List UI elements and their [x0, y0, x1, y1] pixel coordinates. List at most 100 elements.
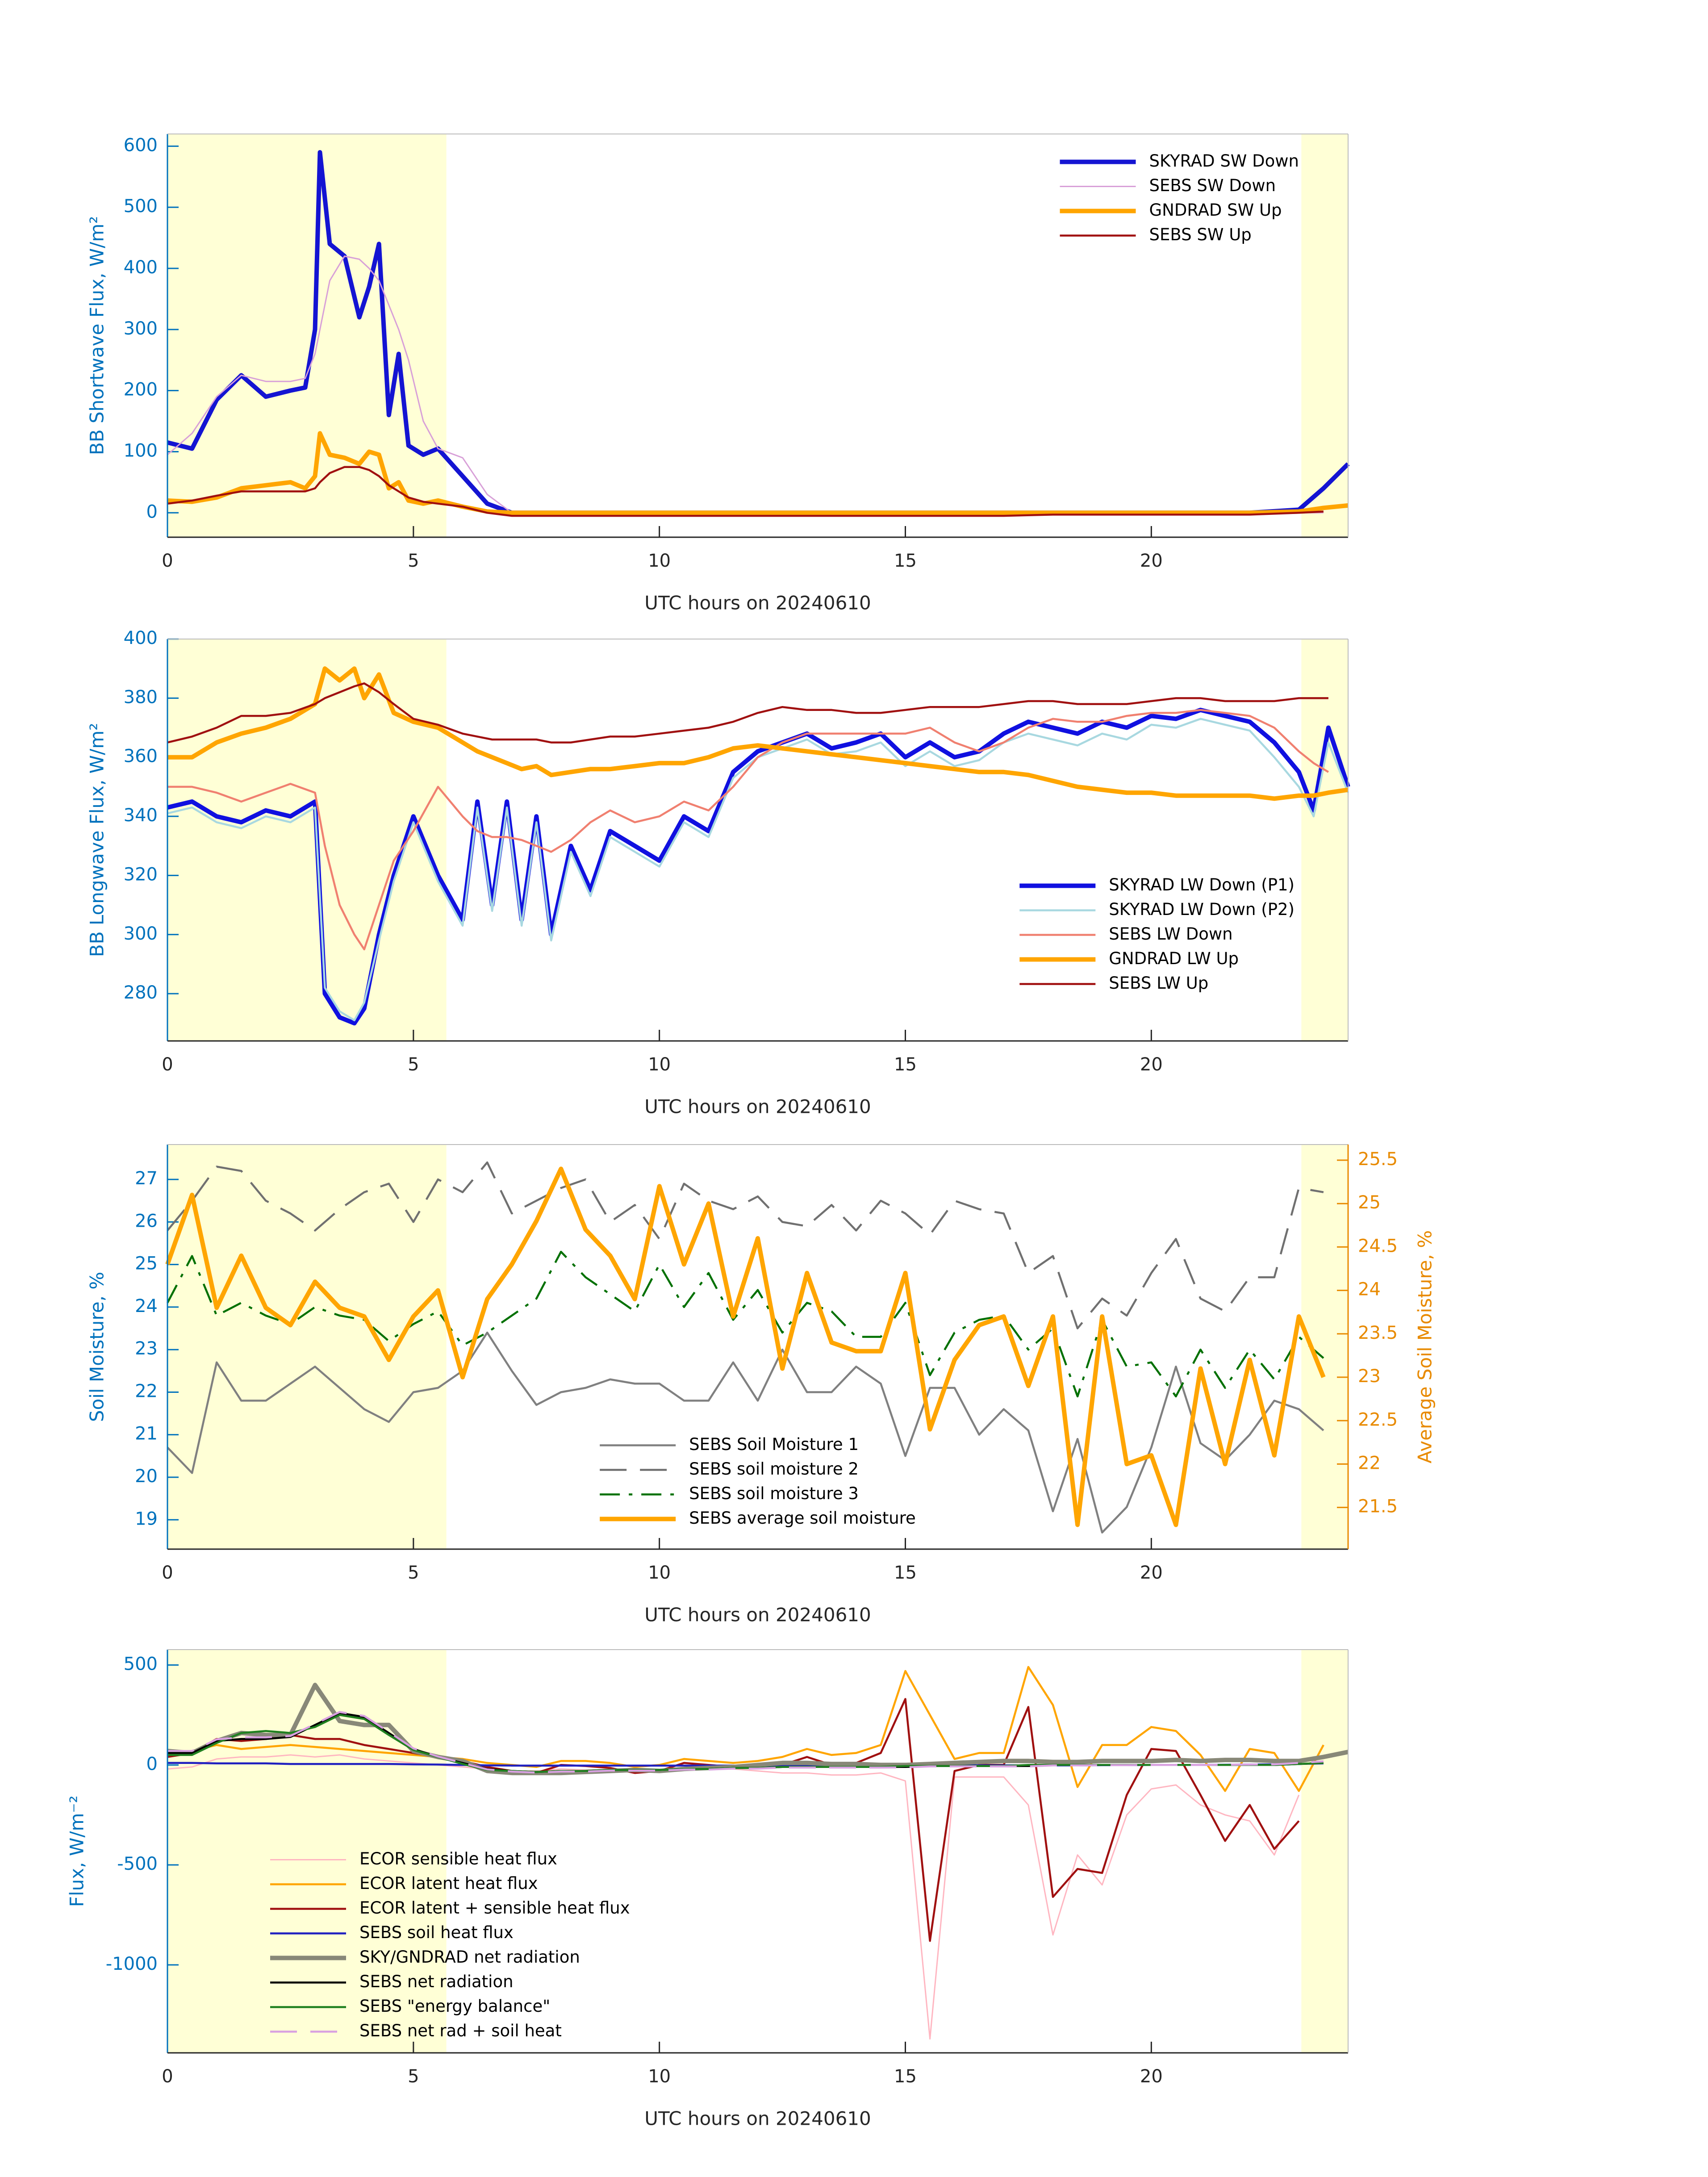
- series-line: [167, 718, 1349, 1021]
- x-tick-label: 20: [1140, 1563, 1163, 1583]
- night-shading: [167, 134, 447, 537]
- y2-tick-label: 22: [1358, 1453, 1381, 1473]
- series-line: [167, 1711, 1324, 1774]
- legend-label: SKYRAD SW Down: [1149, 151, 1299, 171]
- x-tick-label: 0: [162, 551, 173, 571]
- y-axis-label: BB Shortwave Flux, W/m²: [86, 216, 108, 455]
- y2-tick-label: 23.5: [1358, 1323, 1398, 1343]
- legend: SKYRAD SW Down SEBS SW Down GNDRAD SW Up SE…: [1060, 151, 1299, 244]
- x-tick-label: 15: [894, 1054, 917, 1075]
- legend-label: ECOR sensible heat flux: [359, 1849, 557, 1868]
- x-tick-label: 5: [408, 2066, 419, 2087]
- legend-label: SEBS net rad + soil heat: [359, 2021, 562, 2040]
- y-tick-label: -1000: [106, 1954, 158, 1974]
- y-axis-label: Soil Moisture, %: [86, 1272, 108, 1422]
- x-tick-label: 5: [408, 1054, 419, 1075]
- x-tick-label: 0: [162, 1563, 173, 1583]
- legend-label: SEBS net radiation: [359, 1972, 514, 1991]
- x-tick-label: 10: [648, 551, 671, 571]
- y2-axis-label: Average Soil Moisture, %: [1414, 1230, 1436, 1463]
- series-line: [167, 466, 1324, 517]
- x-tick-label: 0: [162, 1054, 173, 1075]
- x-axis-label: UTC hours on 20240610: [644, 1096, 871, 1118]
- y2-tick-label: 22.5: [1358, 1409, 1398, 1430]
- y2-tick-label: 21.5: [1358, 1496, 1398, 1517]
- legend-label: SEBS LW Down: [1109, 924, 1232, 944]
- series-line: [167, 666, 1349, 801]
- series-line: [167, 709, 1329, 951]
- y-tick-label: 320: [124, 864, 158, 885]
- x-tick-label: 15: [894, 1563, 917, 1583]
- x-axis-label: UTC hours on 20240610: [644, 592, 871, 614]
- y-tick-label: 400: [124, 257, 158, 278]
- x-tick-label: 10: [648, 2066, 671, 2087]
- y-tick-label: 360: [124, 746, 158, 767]
- y-tick-label: 600: [124, 135, 158, 155]
- y-tick-label: 300: [124, 318, 158, 339]
- y2-tick-label: 23: [1358, 1366, 1381, 1387]
- legend-label: SEBS soil heat flux: [359, 1923, 514, 1942]
- x-axis-label: UTC hours on 20240610: [644, 2108, 871, 2130]
- panel: 0 100 200 300 400 500 600 0 5 10 15 20 UTC hours on …: [86, 134, 1350, 614]
- legend: SKYRAD LW Down (P1) SKYRAD LW Down (P2) SE…: [1019, 875, 1295, 993]
- series-line: [167, 707, 1350, 1026]
- y-axis-label: BB Longwave Flux, W/m²: [86, 723, 108, 957]
- x-tick-label: 0: [162, 2066, 173, 2087]
- legend: SEBS Soil Moisture 1 SEBS soil moisture 2…: [600, 1435, 916, 1528]
- legend-label: GNDRAD LW Up: [1109, 949, 1239, 968]
- x-tick-label: 5: [408, 551, 419, 571]
- legend-label: GNDRAD SW Up: [1149, 201, 1282, 220]
- legend-label: ECOR latent + sensible heat flux: [359, 1898, 630, 1918]
- series-line: [167, 1683, 1349, 1776]
- night-shading: [1301, 1145, 1348, 1549]
- y-tick-label: 500: [124, 196, 158, 217]
- y-tick-label: 400: [124, 628, 158, 648]
- y2-tick-label: 25: [1358, 1192, 1381, 1213]
- panel: -1000 -500 0 500 0 5 10 15 20 UTC hours on 202406…: [66, 1649, 1349, 2130]
- y2-tick-label: 25.5: [1358, 1149, 1398, 1170]
- series-line: [167, 1331, 1324, 1534]
- night-shading: [167, 1145, 447, 1549]
- night-shading: [1301, 1650, 1348, 2053]
- legend-label: SEBS SW Down: [1149, 176, 1276, 195]
- y-tick-label: 26: [135, 1211, 158, 1231]
- y2-tick-label: 24: [1358, 1279, 1381, 1300]
- y2-tick-label: 24.5: [1358, 1236, 1398, 1256]
- legend-label: SKY/GNDRAD net radiation: [359, 1947, 580, 1967]
- legend-label: SEBS Soil Moisture 1: [689, 1435, 859, 1454]
- x-tick-label: 10: [648, 1054, 671, 1075]
- y-tick-label: -500: [117, 1854, 158, 1874]
- y-tick-label: 380: [124, 687, 158, 707]
- y-tick-label: 23: [135, 1338, 158, 1359]
- y-tick-label: 500: [124, 1654, 158, 1674]
- legend-label: SEBS "energy balance": [359, 1997, 550, 2016]
- x-tick-label: 10: [648, 1563, 671, 1583]
- y-tick-label: 20: [135, 1466, 158, 1487]
- y-tick-label: 280: [124, 982, 158, 1003]
- y-tick-label: 300: [124, 923, 158, 944]
- y-tick-label: 0: [146, 1754, 158, 1774]
- night-shading: [1301, 134, 1348, 537]
- night-shading: [167, 1650, 447, 2053]
- legend-label: ECOR latent heat flux: [359, 1874, 538, 1893]
- series-line: [167, 1666, 1324, 1792]
- y-tick-label: 340: [124, 805, 158, 826]
- y-tick-label: 27: [135, 1168, 158, 1189]
- y-tick-label: 200: [124, 380, 158, 400]
- x-tick-label: 20: [1140, 1054, 1163, 1075]
- series-line: [167, 682, 1328, 744]
- x-tick-label: 5: [408, 1563, 419, 1583]
- y-tick-label: 0: [146, 501, 158, 522]
- y-axis-label: Flux, W/m⁻²: [66, 1796, 88, 1907]
- night-shading: [1301, 639, 1348, 1041]
- x-axis-label: UTC hours on 20240610: [644, 1604, 871, 1626]
- x-tick-label: 20: [1140, 2066, 1163, 2087]
- legend-label: SEBS LW Up: [1109, 974, 1208, 993]
- x-tick-label: 15: [894, 2066, 917, 2087]
- y-tick-label: 22: [135, 1381, 158, 1401]
- x-tick-label: 15: [894, 551, 917, 571]
- x-tick-label: 20: [1140, 551, 1163, 571]
- series-line: [167, 1161, 1324, 1329]
- panel: 19 20 21 22 23 24 25 26 27 21.5 22 22.5 23 23.5 24 24.5…: [86, 1144, 1436, 1626]
